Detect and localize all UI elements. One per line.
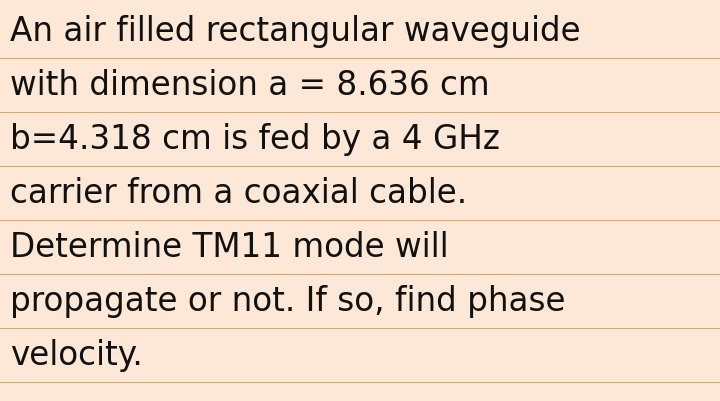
Text: b=4.318 cm is fed by a 4 GHz: b=4.318 cm is fed by a 4 GHz [10, 123, 500, 156]
Text: with dimension a = 8.636 cm: with dimension a = 8.636 cm [10, 69, 490, 101]
Text: Determine TM11 mode will: Determine TM11 mode will [10, 231, 449, 263]
Text: velocity.: velocity. [10, 338, 143, 372]
Text: carrier from a coaxial cable.: carrier from a coaxial cable. [10, 176, 467, 210]
Text: An air filled rectangular waveguide: An air filled rectangular waveguide [10, 14, 580, 47]
Text: propagate or not. If so, find phase: propagate or not. If so, find phase [10, 285, 565, 318]
